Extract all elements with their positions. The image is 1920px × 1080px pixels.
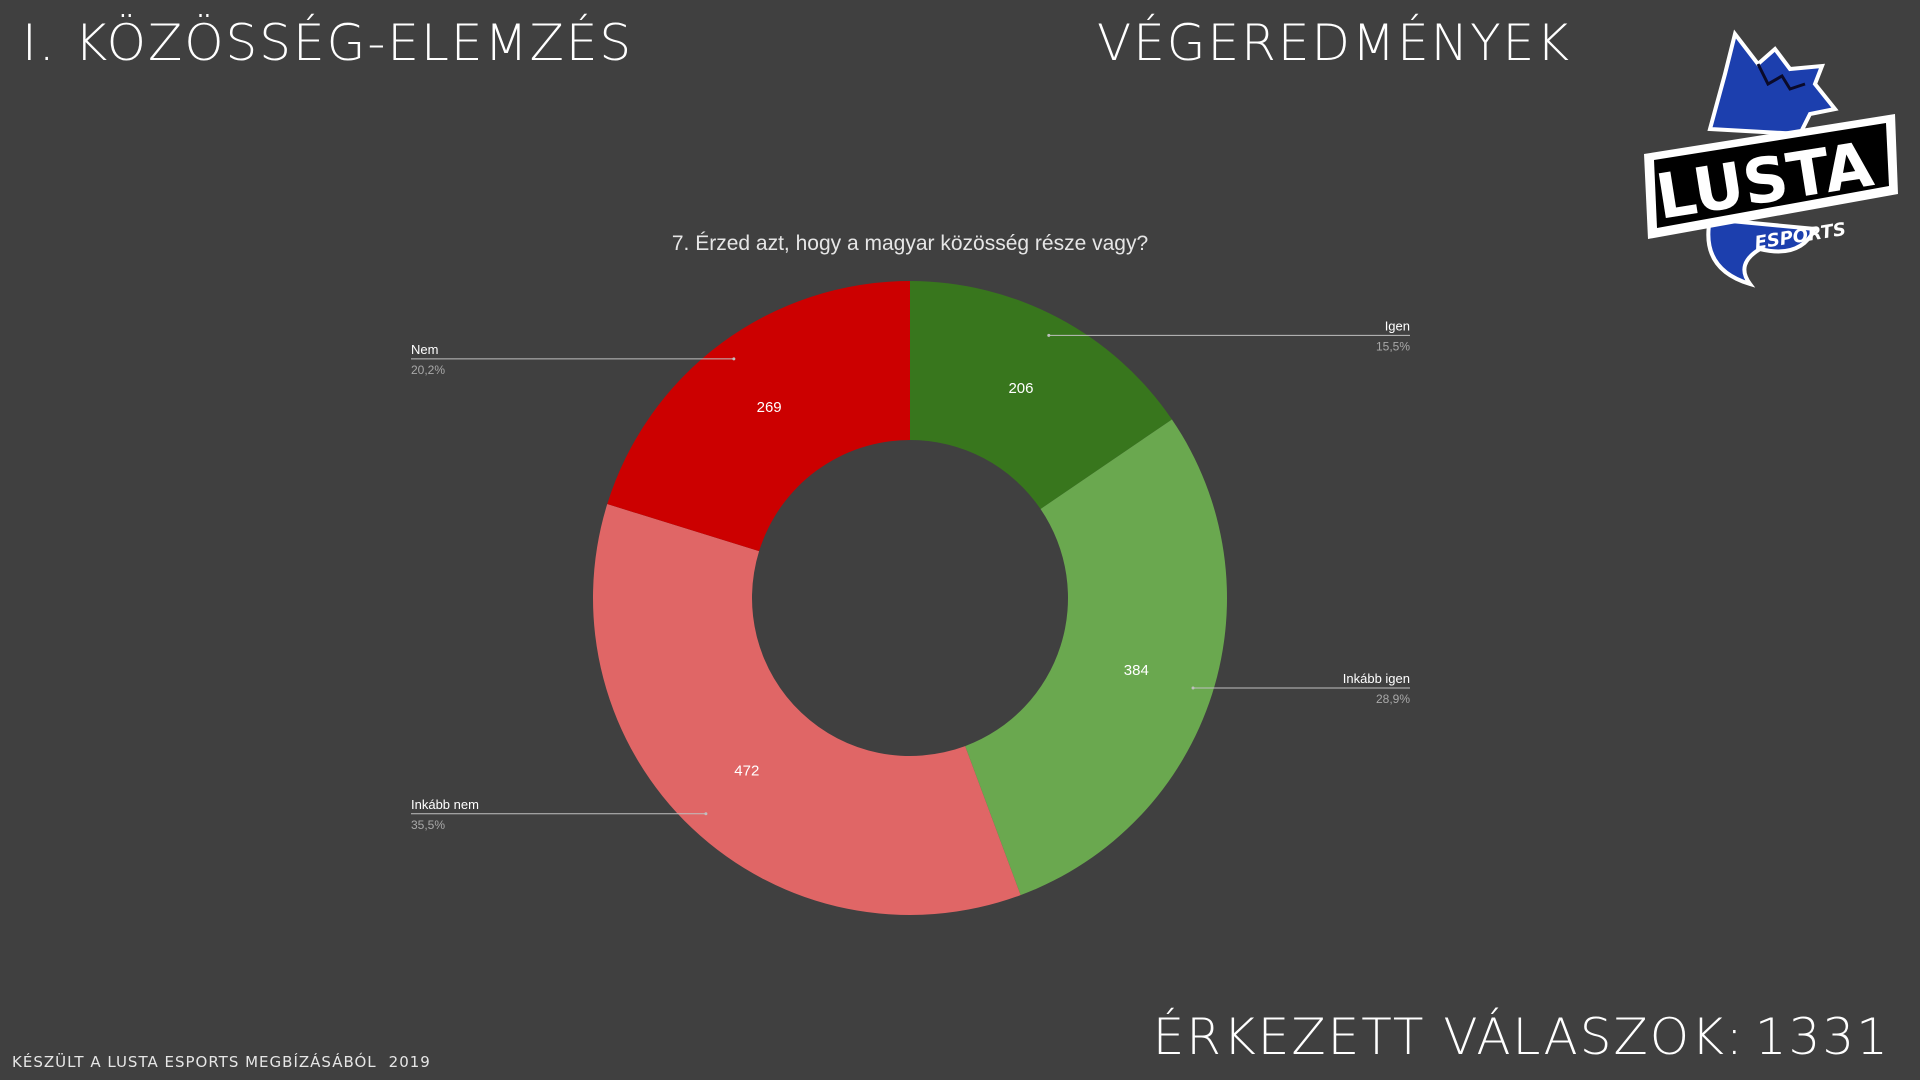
slice-nem xyxy=(607,281,910,552)
responses-label: ÉRKEZETT VÁLASZOK: xyxy=(1152,1008,1745,1066)
chart-title: 7. Érzed azt, hogy a magyar közösség rés… xyxy=(672,232,1148,255)
legend-percent-label: 28,9% xyxy=(1376,692,1410,706)
slice-value-label: 269 xyxy=(757,399,782,416)
slice-igen xyxy=(910,281,1172,510)
legend-category-label: Igen xyxy=(1385,318,1410,333)
footer-credit: KÉSZÜLT A LUSTA ESPORTS MEGBÍZÁSÁBÓL 2019 xyxy=(12,1053,431,1071)
slide-title: I. KÖZÖSSÉG-ELEMZÉS xyxy=(22,14,634,72)
legend-leader-dot xyxy=(1191,686,1195,690)
legend-percent-label: 20,2% xyxy=(411,363,445,377)
responses-count: ÉRKEZETT VÁLASZOK: 1331 xyxy=(1153,1008,1890,1066)
legend-leader-dot xyxy=(732,357,736,361)
slide-subtitle: VÉGEREDMÉNYEK xyxy=(1097,14,1572,72)
legend-percent-label: 15,5% xyxy=(1376,339,1410,353)
responses-value: 1331 xyxy=(1754,1008,1890,1066)
wolf-head-icon xyxy=(1707,29,1839,137)
slice-value-label: 472 xyxy=(734,763,759,780)
slice-inkább-igen xyxy=(965,419,1227,896)
chart-slices xyxy=(593,281,1227,916)
lusta-esports-logo: LUSTA ESPORTS xyxy=(1644,29,1898,288)
legend-leader-dot xyxy=(1047,333,1051,337)
chart-legend-labels: Igen 15,5% Inkább igen 28,9% Inkább nem 35,5%… xyxy=(411,318,1410,832)
slice-value-label: 384 xyxy=(1124,662,1149,679)
legend-percent-label: 35,5% xyxy=(411,818,445,832)
chart-value-labels: 206 384 472 269 xyxy=(734,380,1149,780)
legend-category-label: Inkább igen xyxy=(1343,671,1410,686)
wolf-tail-icon xyxy=(1706,216,1819,288)
footer-year: 2019 xyxy=(388,1053,431,1071)
legend-category-label: Inkább nem xyxy=(411,797,479,812)
legend-leader-dot xyxy=(704,812,708,816)
legend-category-label: Nem xyxy=(411,342,438,357)
slice-inkább-nem xyxy=(593,504,1021,916)
footer-credit-text: KÉSZÜLT A LUSTA ESPORTS MEGBÍZÁSÁBÓL xyxy=(12,1053,377,1071)
slice-value-label: 206 xyxy=(1008,380,1033,397)
